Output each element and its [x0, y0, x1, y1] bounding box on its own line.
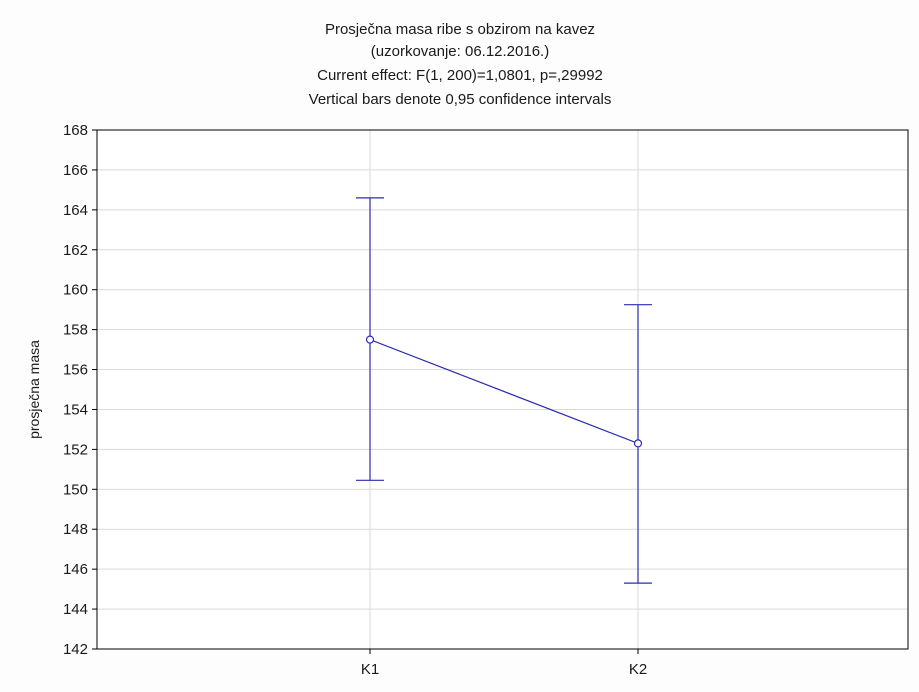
x-axis-ticks: K1 K2: [361, 649, 647, 678]
x-tick-label: K2: [629, 661, 647, 678]
y-axis-ticks: 142 144 146 148 150 152 154 156 158 160 162 164 166 1…: [63, 122, 97, 658]
y-tick-label: 150: [63, 481, 88, 498]
y-tick-label: 160: [63, 282, 88, 299]
y-tick-label: 164: [63, 202, 88, 219]
y-tick-label: 148: [63, 521, 88, 538]
title-line-3: Current effect: F(1, 200)=1,0801, p=,299…: [317, 67, 603, 84]
y-tick-label: 168: [63, 122, 88, 139]
y-tick-label: 162: [63, 242, 88, 259]
series-layer: [356, 197, 652, 584]
title-line-2: (uzorkovanje: 06.12.2016.): [371, 43, 549, 60]
y-tick-label: 166: [63, 162, 88, 179]
y-tick-label: 142: [63, 641, 88, 658]
chart-title: Prosječna masa ribe s obzirom na kavez (…: [309, 21, 612, 108]
data-point: [633, 439, 643, 448]
title-line-1: Prosječna masa ribe s obzirom na kavez: [325, 21, 595, 38]
y-tick-label: 158: [63, 322, 88, 339]
y-tick-label: 146: [63, 561, 88, 578]
title-line-4: Vertical bars denote 0,95 confidence int…: [309, 91, 612, 108]
y-tick-label: 156: [63, 362, 88, 379]
data-point: [365, 335, 375, 344]
y-tick-label: 152: [63, 441, 88, 458]
plot-frame: [96, 129, 909, 650]
y-tick-label: 144: [63, 601, 88, 618]
plot-area: [97, 130, 908, 649]
series-line: [369, 339, 639, 444]
x-tick-label: K1: [361, 661, 379, 678]
y-axis-label: prosječna masa: [26, 340, 42, 439]
y-tick-label: 154: [63, 401, 88, 418]
